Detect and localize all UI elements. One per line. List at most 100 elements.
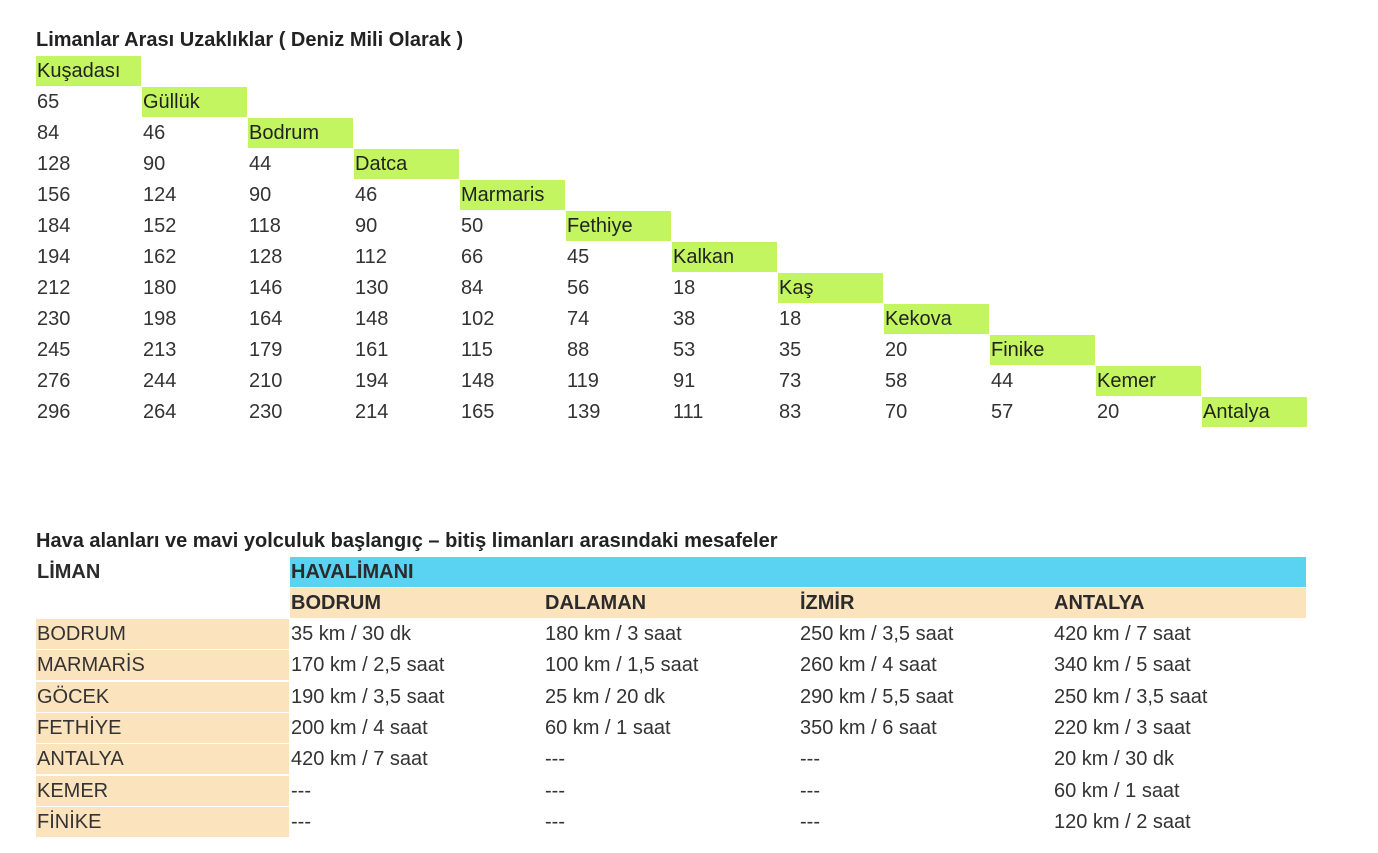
distance-time-value: 35 km / 30 dk [291, 623, 412, 645]
distance-time-value: --- [545, 748, 565, 771]
distance-time-value: 120 km / 2 saat [1054, 810, 1191, 833]
port-name-label: Antalya [1202, 397, 1307, 427]
distance-value: 58 [885, 370, 908, 392]
distance-time-value: 290 km / 5,5 saat [800, 685, 954, 708]
distance-value: 90 [355, 215, 378, 237]
distance-time-value: 250 km / 3,5 saat [800, 623, 954, 645]
distance-value: 83 [779, 401, 802, 423]
distance-value: 46 [143, 122, 166, 144]
distance-value: 102 [461, 308, 495, 330]
distance-time-value: 60 km / 1 saat [1054, 779, 1180, 802]
distance-value: 152 [143, 215, 177, 237]
distance-value: 128 [249, 246, 283, 268]
distance-time-value: 20 km / 30 dk [1054, 748, 1175, 771]
port-name-label: Finike [990, 335, 1095, 365]
distance-time-value: 340 km / 5 saat [1054, 654, 1191, 677]
distance-time-value: 60 km / 1 saat [545, 716, 671, 739]
distance-value: 66 [461, 246, 484, 268]
port-name-label: Fethiye [566, 211, 671, 241]
port-name-label: Kalkan [672, 242, 777, 272]
distance-value: 84 [37, 122, 60, 144]
distance-value: 128 [37, 153, 71, 175]
distance-value: 56 [567, 277, 590, 299]
distance-value: 162 [143, 246, 177, 268]
port-name-label: Kekova [884, 304, 989, 334]
distance-value: 57 [991, 401, 1014, 423]
distance-time-value: 170 km / 2,5 saat [291, 654, 445, 677]
distance-value: 91 [673, 370, 696, 392]
havalimani-header: HAVALİMANI [290, 557, 1306, 587]
distance-value: 156 [37, 184, 71, 206]
airport-header: DALAMAN [545, 592, 647, 614]
distance-value: 74 [567, 308, 590, 330]
distance-value: 88 [567, 339, 590, 361]
distance-time-value: --- [545, 779, 565, 802]
distance-time-value: --- [800, 779, 820, 802]
distance-value: 148 [461, 370, 495, 392]
distance-value: 115 [461, 339, 493, 361]
distance-time-value: --- [291, 810, 311, 833]
distance-value: 20 [1097, 401, 1120, 423]
distance-time-value: 180 km / 3 saat [545, 623, 682, 645]
airport-header: İZMİR [800, 592, 855, 614]
port-name-label: Kuşadası [36, 56, 141, 86]
distance-value: 210 [249, 370, 283, 392]
distance-value: 180 [143, 277, 177, 299]
distance-value: 244 [143, 370, 177, 392]
distance-value: 44 [991, 370, 1014, 392]
distance-time-value: --- [545, 810, 565, 833]
port-name-label: Bodrum [248, 118, 353, 148]
distance-value: 38 [673, 308, 696, 330]
distance-value: 139 [567, 401, 601, 423]
distance-value: 73 [779, 370, 802, 392]
distance-value: 264 [143, 401, 177, 423]
distance-value: 46 [355, 184, 378, 206]
distance-value: 165 [461, 401, 495, 423]
port-name-label: Datca [354, 149, 459, 179]
distance-time-value: --- [291, 779, 311, 802]
distance-value: 179 [249, 339, 283, 361]
distance-value: 90 [249, 184, 272, 206]
distance-value: 130 [355, 277, 389, 299]
airport-table-title: Hava alanları ve mavi yolculuk başlangıç… [36, 530, 778, 552]
distance-table-title: Limanlar Arası Uzaklıklar ( Deniz Mili O… [36, 29, 464, 51]
distance-value: 276 [37, 370, 71, 392]
distance-time-value: 100 km / 1,5 saat [545, 654, 699, 677]
distance-value: 161 [355, 339, 389, 361]
port-row-label: BODRUM [36, 619, 289, 649]
distance-value: 146 [249, 277, 283, 299]
distance-value: 198 [143, 308, 177, 330]
port-row-label: FİNİKE [36, 806, 289, 837]
distance-value: 53 [673, 339, 696, 361]
liman-header: LİMAN [37, 561, 101, 583]
distance-value: 214 [355, 401, 389, 423]
distance-value: 148 [355, 308, 389, 330]
distance-value: 194 [37, 246, 71, 268]
distance-time-value: 260 km / 4 saat [800, 654, 937, 677]
port-name-label: Kaş [778, 273, 883, 303]
distance-time-value: 420 km / 7 saat [1054, 623, 1191, 645]
port-name-label: Kemer [1096, 366, 1201, 396]
distance-time-value: 190 km / 3,5 saat [291, 685, 445, 708]
port-row-label: GÖCEK [36, 681, 289, 712]
port-name-label: Güllük [142, 87, 247, 117]
distance-value: 18 [673, 277, 696, 299]
distance-value: 212 [37, 277, 71, 299]
distance-time-value: 350 km / 6 saat [800, 716, 937, 739]
distance-value: 20 [885, 339, 908, 361]
distance-value: 112 [355, 246, 387, 268]
distance-value: 18 [779, 308, 802, 330]
distance-time-value: 200 km / 4 saat [291, 716, 428, 739]
port-name-label: Marmaris [460, 180, 565, 210]
distance-value: 50 [461, 215, 484, 237]
distance-time-value: 220 km / 3 saat [1054, 716, 1191, 739]
distance-value: 44 [249, 153, 272, 175]
airport-header: BODRUM [291, 592, 381, 614]
distance-time-value: --- [800, 810, 820, 833]
distance-value: 70 [885, 401, 908, 423]
distance-value: 111 [673, 401, 704, 423]
distance-value: 84 [461, 277, 484, 299]
airport-header-band [290, 588, 1306, 618]
port-row-label: FETHİYE [36, 712, 289, 743]
airport-header: ANTALYA [1054, 592, 1145, 614]
